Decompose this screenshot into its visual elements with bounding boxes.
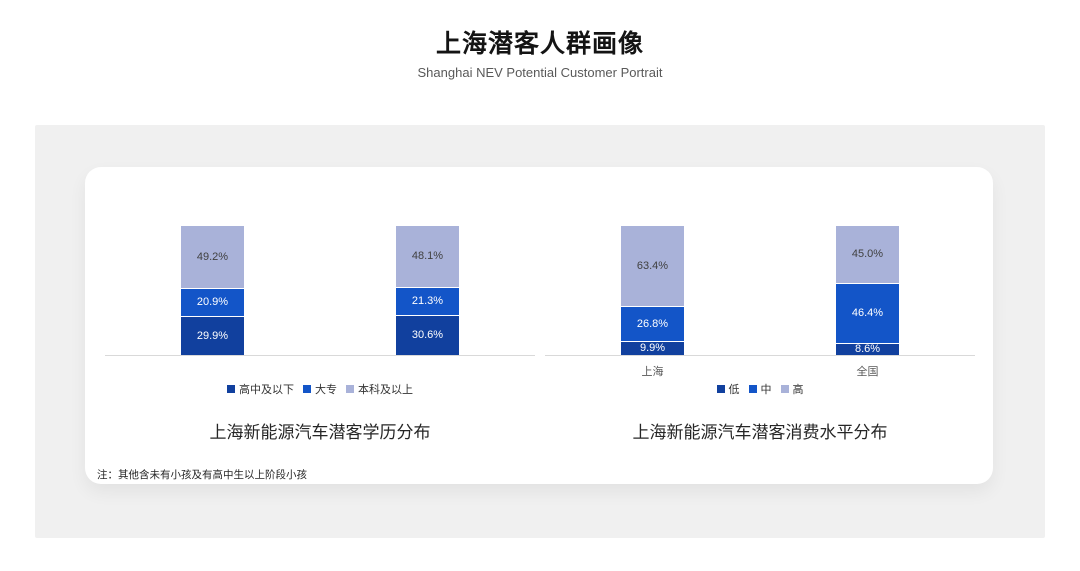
segment-value-label: 48.1% bbox=[411, 250, 444, 263]
consumption-chart-title: 上海新能源汽车潜客消费水平分布 bbox=[632, 423, 888, 442]
legend-label: 本科及以上 bbox=[358, 384, 413, 396]
education-distribution-chart: 49.2% 20.9% 29.9% 48.1% 21.3% 30.6% 高中及以下 大专 本科… bbox=[105, 226, 535, 443]
legend-swatch-icon bbox=[716, 385, 725, 393]
consumption-chart-plot-area: 63.4% 26.8% 9.9% 45.0% 46.4% 8.6% bbox=[545, 226, 975, 356]
legend-item: 大专 bbox=[303, 381, 337, 397]
legend-label: 高 bbox=[792, 384, 804, 396]
legend-item: 高 bbox=[780, 381, 804, 397]
consumption-level-chart: 63.4% 26.8% 9.9% 45.0% 46.4% 8.6% 上海 全国 低 中 高 上海… bbox=[545, 226, 975, 443]
category-label: 上海 bbox=[641, 366, 664, 378]
bar-segment: 46.4% bbox=[836, 283, 899, 344]
legend-swatch-icon bbox=[780, 385, 789, 393]
bar-segment: 21.3% bbox=[396, 287, 459, 316]
segment-value-label: 45.0% bbox=[851, 248, 884, 261]
footnote: 注：其他含未有小孩及有高中生以上阶段小孩 bbox=[97, 469, 307, 481]
stacked-bar: 49.2% 20.9% 29.9% bbox=[181, 226, 244, 355]
education-chart-plot-area: 49.2% 20.9% 29.9% 48.1% 21.3% 30.6% bbox=[105, 226, 535, 356]
legend-item: 中 bbox=[748, 381, 772, 397]
bar-segment: 48.1% bbox=[396, 226, 459, 288]
segment-value-label: 49.2% bbox=[196, 250, 229, 263]
segment-value-label: 30.6% bbox=[411, 329, 444, 342]
stacked-bar: 63.4% 26.8% 9.9% bbox=[621, 226, 684, 355]
consumption-chart-x-axis: 上海 全国 bbox=[545, 356, 975, 382]
bar-segment: 30.6% bbox=[396, 315, 459, 355]
segment-value-label: 9.9% bbox=[639, 342, 666, 355]
bar-segment: 49.2% bbox=[181, 226, 244, 289]
page-subtitle: Shanghai NEV Potential Customer Portrait bbox=[417, 65, 663, 80]
bar-segment: 45.0% bbox=[836, 226, 899, 284]
legend-item: 本科及以上 bbox=[346, 381, 413, 397]
legend-swatch-icon bbox=[303, 385, 311, 393]
segment-value-label: 26.8% bbox=[636, 317, 669, 330]
legend-label: 低 bbox=[728, 384, 740, 396]
segment-value-label: 46.4% bbox=[851, 307, 884, 320]
bar-segment: 29.9% bbox=[181, 316, 244, 355]
education-chart-legend: 高中及以下 大专 本科及以上 bbox=[105, 382, 535, 396]
bar-segment: 9.9% bbox=[621, 341, 684, 355]
legend-item: 高中及以下 bbox=[227, 381, 294, 397]
bar-segment: 26.8% bbox=[621, 306, 684, 342]
legend-swatch-icon bbox=[227, 385, 235, 393]
legend-label: 中 bbox=[760, 384, 772, 396]
legend-item: 低 bbox=[716, 381, 740, 397]
legend-swatch-icon bbox=[346, 385, 354, 393]
segment-value-label: 21.3% bbox=[411, 295, 444, 308]
education-chart-x-axis bbox=[105, 356, 535, 382]
education-chart-title: 上海新能源汽车潜客学历分布 bbox=[209, 423, 431, 442]
legend-label: 高中及以下 bbox=[239, 384, 294, 396]
category-label: 全国 bbox=[856, 366, 879, 378]
page-title: 上海潜客人群画像 bbox=[435, 30, 644, 58]
bar-segment: 63.4% bbox=[621, 226, 684, 307]
bar-segment: 20.9% bbox=[181, 288, 244, 317]
content-card: 49.2% 20.9% 29.9% 48.1% 21.3% 30.6% 高中及以下 大专 本科… bbox=[85, 167, 993, 484]
legend-label: 大专 bbox=[315, 384, 337, 396]
background-panel: 49.2% 20.9% 29.9% 48.1% 21.3% 30.6% 高中及以下 大专 本科… bbox=[35, 125, 1045, 538]
consumption-chart-legend: 低中高 bbox=[545, 382, 975, 396]
category-label bbox=[320, 363, 535, 382]
segment-value-label: 29.9% bbox=[196, 329, 229, 342]
legend-swatch-icon bbox=[748, 385, 757, 393]
segment-value-label: 8.6% bbox=[854, 343, 881, 356]
category-label bbox=[105, 363, 320, 382]
stacked-bar: 48.1% 21.3% 30.6% bbox=[396, 226, 459, 355]
stacked-bar: 45.0% 46.4% 8.6% bbox=[836, 226, 899, 355]
bar-segment: 8.6% bbox=[836, 343, 899, 355]
segment-value-label: 63.4% bbox=[636, 259, 669, 272]
segment-value-label: 20.9% bbox=[196, 296, 229, 309]
